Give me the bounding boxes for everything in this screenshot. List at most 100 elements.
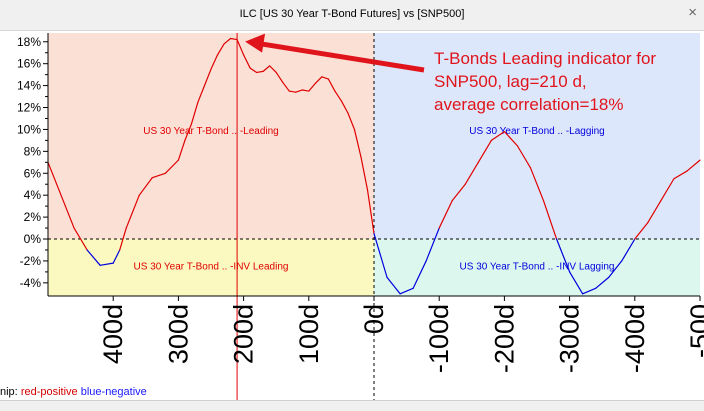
line-segment	[119, 227, 127, 251]
region-labels: US 30 Year T-Bond .. -Leading US 30 Year …	[134, 126, 615, 273]
line-segment	[353, 128, 362, 158]
region-label-lagging: US 30 Year T-Bond .. -Lagging	[469, 126, 604, 137]
axes: 18% 16% 14% 12% 10% 8% 6% 4% 2% 0% -2% -4% 400d 300d 2…	[17, 33, 704, 373]
line-segment	[595, 276, 610, 289]
y-tick-label: 16%	[17, 57, 41, 71]
region-label-inv-lagging: US 30 Year T-Bond .. -INV Lagging	[460, 262, 615, 273]
line-segment	[229, 37, 238, 41]
region-label-leading: US 30 Year T-Bond .. -Leading	[143, 126, 278, 137]
zero-lines	[48, 33, 700, 400]
y-tick-label: 12%	[17, 101, 41, 115]
line-segment	[327, 78, 336, 92]
y-tick-label: -4%	[20, 276, 42, 290]
close-icon[interactable]: ×	[688, 4, 697, 21]
line-segment	[516, 145, 532, 169]
x-tick-label: 300d	[163, 304, 193, 364]
y-tick-label: -2%	[20, 254, 42, 268]
line-segment	[60, 194, 75, 229]
line-segment	[203, 68, 212, 87]
line-segment	[412, 260, 427, 289]
status-bar	[0, 400, 704, 411]
line-segment	[112, 249, 121, 264]
line-segment	[73, 227, 88, 251]
line-segment	[686, 159, 701, 172]
region-backgrounds	[48, 33, 700, 296]
line-segment	[634, 221, 649, 240]
line-segment	[243, 54, 251, 69]
line-segment	[366, 189, 375, 235]
line-segment	[288, 90, 297, 93]
x-tick-label: 100d	[294, 304, 324, 364]
line-segment	[223, 37, 232, 45]
legend-negative: blue-negative	[80, 386, 147, 398]
line-segment	[275, 71, 284, 83]
line-segment	[529, 167, 545, 202]
y-tick-label: 0%	[24, 232, 42, 246]
y-tick-label: 14%	[17, 79, 41, 93]
window-title: ILC [US 30 Year T-Bond Futures] vs [SNP5…	[239, 8, 465, 20]
line-segment	[555, 238, 571, 273]
x-tick-label: 400d	[98, 304, 128, 364]
line-segment	[249, 67, 258, 74]
y-tick-label: 6%	[24, 166, 42, 180]
line-segment	[438, 200, 453, 229]
line-segment	[660, 178, 675, 202]
y-tick-label: 2%	[24, 210, 42, 224]
line-segment	[334, 90, 342, 102]
line-segment	[308, 82, 316, 92]
line-segment	[347, 112, 356, 131]
chart-svg: US 30 Year T-Bond .. -Leading US 30 Year …	[17, 33, 704, 400]
y-tick-label: 8%	[24, 144, 42, 158]
x-tick-label: 0d	[359, 304, 389, 334]
x-tick-label: 200d	[229, 304, 259, 364]
legend-positive: red-positive	[20, 386, 78, 398]
line-segment	[125, 194, 140, 229]
y-tick-label: 4%	[24, 188, 42, 202]
x-tick-label: -400d	[620, 304, 650, 373]
line-segment	[301, 89, 310, 92]
line-segment	[256, 70, 264, 74]
line-segment	[386, 276, 401, 295]
y-tick-label: 18%	[17, 35, 41, 49]
annotation-line: SNP500, lag=210 d,	[434, 72, 587, 91]
line-segment	[190, 101, 199, 125]
line-segment	[621, 238, 636, 262]
x-tick-label: -200d	[489, 304, 519, 373]
line-segment	[295, 89, 303, 93]
inv-lagging-region	[374, 239, 700, 296]
line-segment	[210, 54, 219, 70]
line-segment	[177, 139, 186, 161]
line-segment	[151, 172, 166, 179]
y-tick-label: 10%	[17, 122, 41, 136]
correlation-line	[47, 37, 701, 295]
legend-prefix: nip:	[0, 386, 18, 398]
annotation-arrow-shaft	[258, 41, 425, 73]
line-segment	[321, 76, 329, 80]
line-segment	[490, 131, 505, 141]
line-segment	[425, 227, 440, 262]
x-tick-label: -100d	[424, 304, 454, 373]
line-segment	[164, 159, 179, 174]
line-segment	[282, 81, 290, 92]
line-segment	[451, 183, 466, 202]
annotation-line: T-Bonds Leading indicator for	[434, 49, 656, 68]
line-segment	[568, 271, 584, 295]
line-segment	[216, 43, 225, 56]
line-segment	[464, 161, 479, 185]
line-segment	[542, 200, 558, 240]
line-segment	[340, 100, 349, 114]
line-segment	[184, 123, 193, 141]
line-segment	[99, 262, 114, 266]
annotation: T-Bonds Leading indicator for SNP500, lag…	[245, 33, 656, 114]
x-tick-label: -500	[685, 304, 704, 358]
line-segment	[673, 170, 688, 180]
lagging-region	[374, 33, 700, 240]
inv-leading-region	[48, 239, 374, 296]
line-segment	[608, 260, 623, 278]
line-segment	[86, 249, 101, 266]
line-segment	[360, 156, 369, 191]
line-segment	[47, 161, 62, 196]
line-segment	[582, 287, 597, 295]
annotation-arrow-head	[245, 33, 266, 53]
line-segment	[236, 38, 245, 56]
